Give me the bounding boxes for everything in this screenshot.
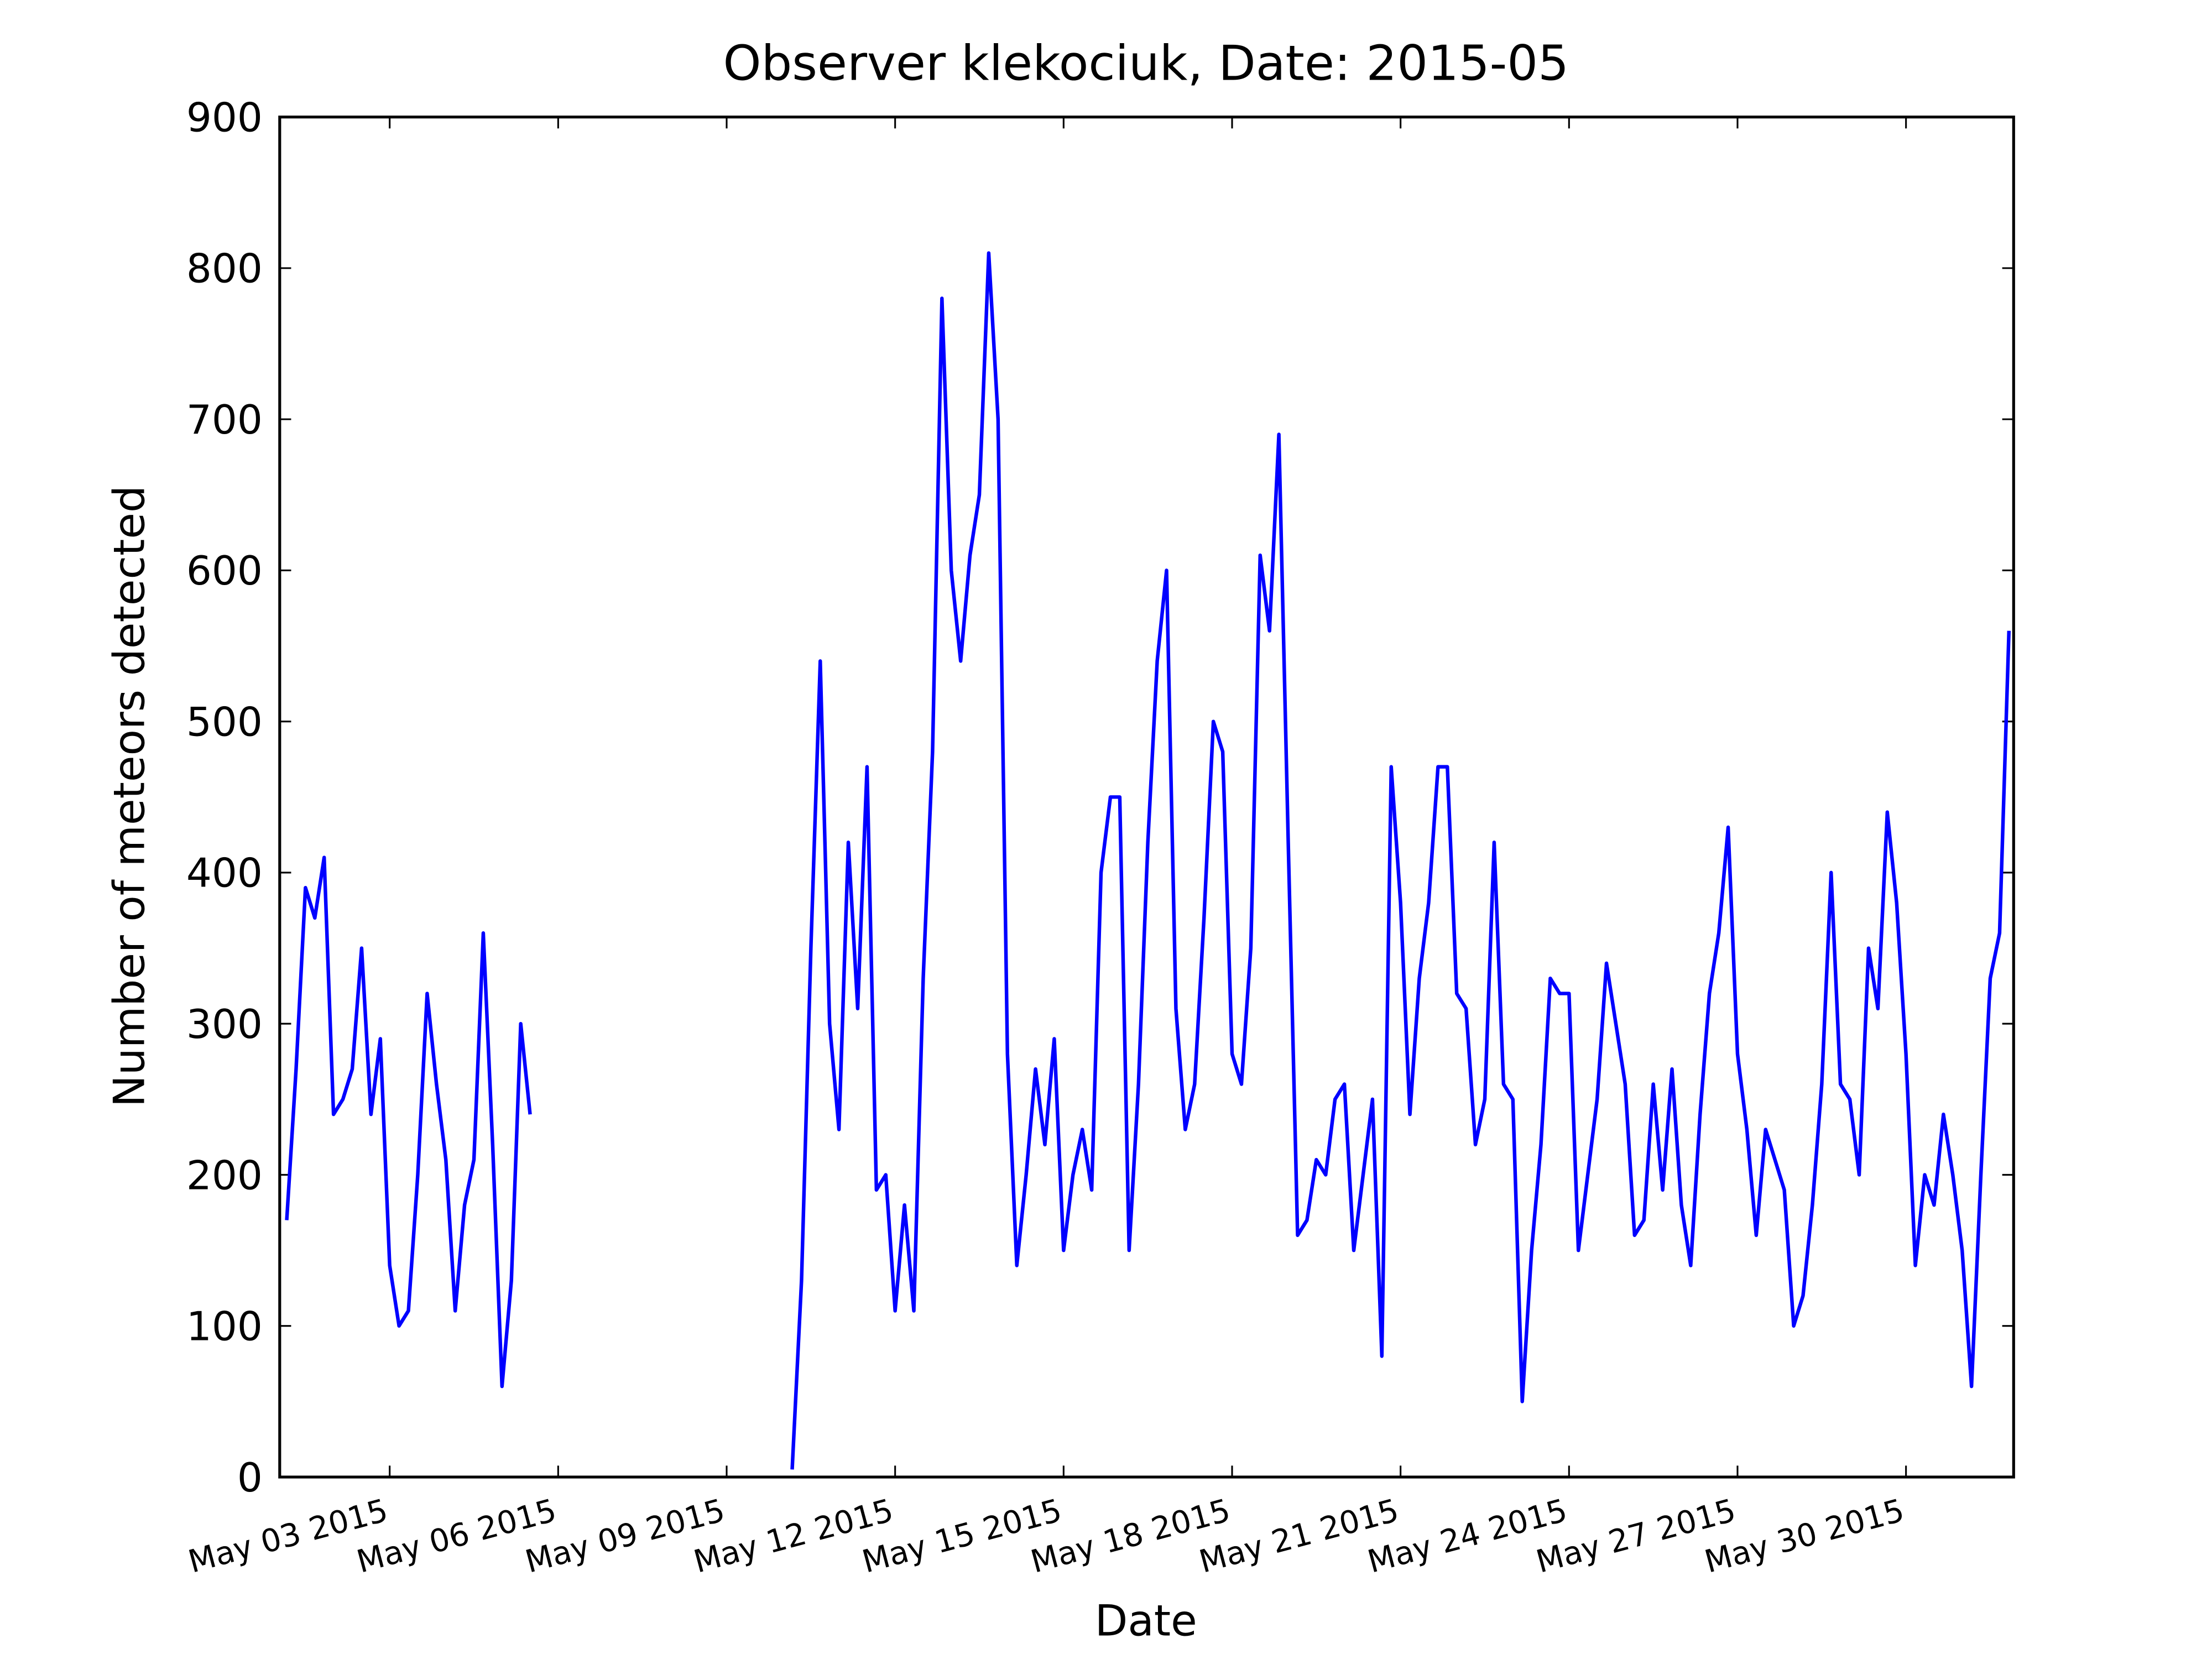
x-axis-label: Date [1095, 1596, 1197, 1646]
y-tick-label: 300 [186, 1001, 263, 1048]
chart-title: Observer klekociuk, Date: 2015-05 [723, 35, 1569, 92]
y-tick-label: 100 [186, 1304, 263, 1350]
y-tick-label: 200 [186, 1152, 263, 1199]
plot-frame [278, 116, 2015, 1479]
data-line [285, 251, 2011, 1470]
y-tick-label: 600 [186, 548, 263, 594]
y-tick-label: 500 [186, 699, 263, 745]
y-tick-label: 800 [186, 246, 263, 293]
y-axis-label: Number of meteors detected [105, 486, 155, 1107]
y-tick-label: 400 [186, 851, 263, 897]
y-tick-label: 900 [186, 95, 263, 141]
y-tick-label: 700 [186, 397, 263, 444]
y-tick-label: 0 [237, 1455, 263, 1501]
